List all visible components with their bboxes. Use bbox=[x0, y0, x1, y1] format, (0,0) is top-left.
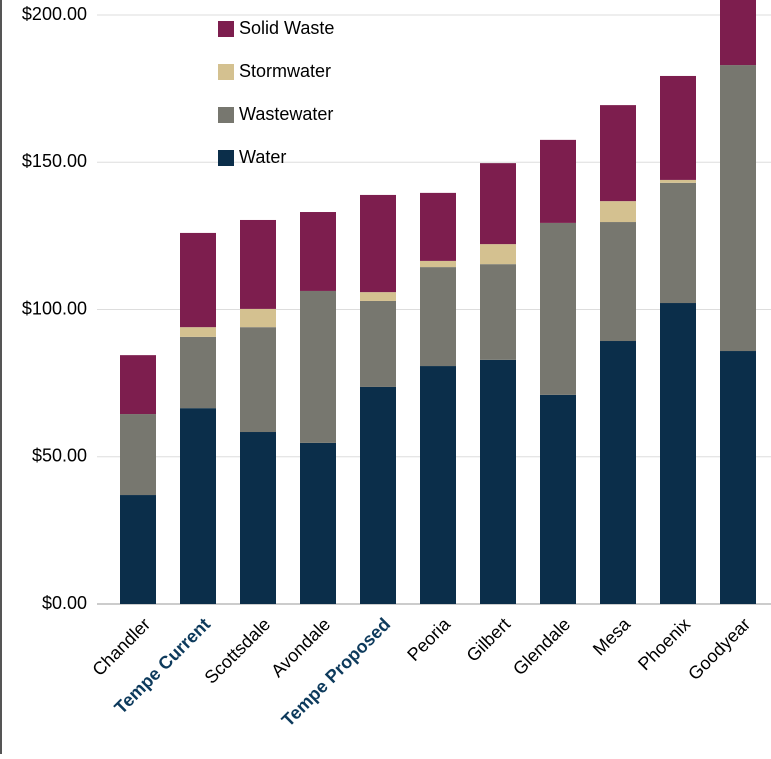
bar-segment bbox=[600, 341, 636, 604]
bar-segment bbox=[360, 194, 396, 293]
x-tick-label: Tempe Proposed bbox=[278, 614, 394, 730]
bar-segment bbox=[180, 327, 216, 337]
bar-segment bbox=[300, 290, 336, 443]
bar-segment bbox=[120, 495, 156, 604]
x-tick-label: Goodyear bbox=[684, 614, 754, 684]
bar-segment bbox=[720, 351, 756, 604]
bar-segment bbox=[600, 105, 636, 202]
y-tick-label: $200.00 bbox=[22, 4, 87, 24]
legend-label: Stormwater bbox=[239, 61, 331, 81]
x-tick-label: Mesa bbox=[589, 613, 635, 659]
y-tick-label: $150.00 bbox=[22, 151, 87, 171]
x-tick-label: Glendale bbox=[509, 614, 574, 679]
bar-segment bbox=[180, 336, 216, 409]
bar-segment bbox=[300, 442, 336, 604]
legend-label: Wastewater bbox=[239, 104, 333, 124]
bar-segment bbox=[240, 308, 276, 328]
bar-segment bbox=[420, 267, 456, 367]
bar-segment bbox=[600, 201, 636, 223]
legend-swatch bbox=[218, 107, 234, 123]
bar-segment bbox=[300, 212, 336, 291]
bar-segment bbox=[480, 163, 516, 245]
bar-segment bbox=[120, 355, 156, 415]
x-tick-label: Peoria bbox=[403, 613, 455, 665]
bar-segment bbox=[540, 394, 576, 604]
legend-swatch bbox=[218, 21, 234, 37]
bar-segment bbox=[660, 179, 696, 183]
bar-segment bbox=[540, 139, 576, 223]
bar-segment bbox=[480, 359, 516, 604]
bar-segment bbox=[540, 222, 576, 395]
y-tick-label: $50.00 bbox=[32, 446, 87, 466]
legend-label: Water bbox=[239, 147, 286, 167]
bar-segment bbox=[480, 244, 516, 265]
bar-segment bbox=[180, 232, 216, 328]
bar-segment bbox=[420, 192, 456, 261]
bar-segment bbox=[420, 260, 456, 268]
y-tick-label: $100.00 bbox=[22, 298, 87, 318]
bar-segment bbox=[180, 408, 216, 604]
bar-segment bbox=[720, 65, 756, 352]
bar-segment bbox=[240, 327, 276, 433]
legend-swatch bbox=[218, 64, 234, 80]
bar-segment bbox=[600, 222, 636, 342]
bar-segment bbox=[360, 300, 396, 387]
bar-segment bbox=[240, 432, 276, 604]
bar-segment bbox=[660, 75, 696, 180]
bar-segment bbox=[360, 292, 396, 301]
x-tick-label: Gilbert bbox=[463, 614, 515, 666]
bar-segment bbox=[660, 182, 696, 304]
bar-segment bbox=[720, 0, 756, 66]
bar-segment bbox=[660, 303, 696, 604]
legend-swatch bbox=[218, 150, 234, 166]
y-tick-label: $0.00 bbox=[42, 593, 87, 613]
bar-segment bbox=[480, 264, 516, 360]
x-tick-label: Phoenix bbox=[634, 614, 694, 674]
bar-segment bbox=[240, 219, 276, 309]
bar-segment bbox=[360, 386, 396, 604]
x-tick-label: Scottsdale bbox=[201, 614, 275, 688]
bar-segment bbox=[120, 414, 156, 496]
bar-segment bbox=[420, 366, 456, 604]
legend-label: Solid Waste bbox=[239, 18, 334, 38]
